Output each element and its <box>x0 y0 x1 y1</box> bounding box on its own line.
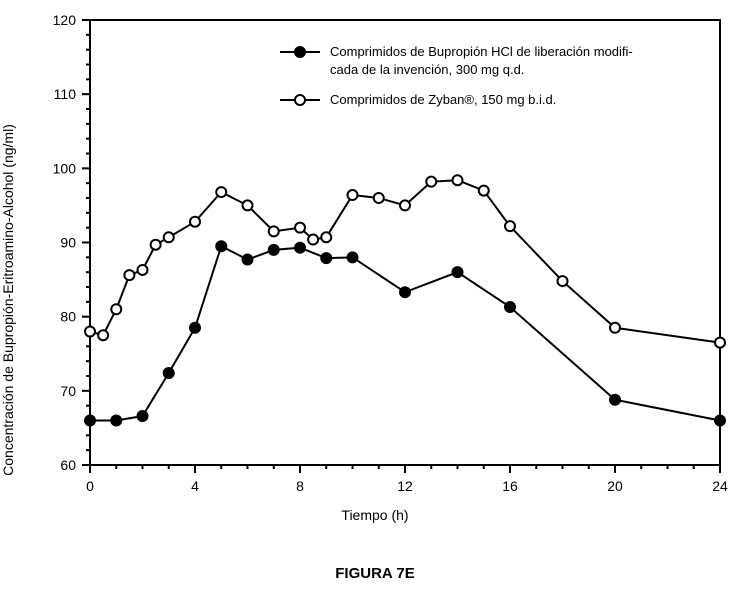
marker-zyban <box>98 330 108 340</box>
marker-zyban <box>111 304 121 314</box>
marker-invencion <box>610 395 620 405</box>
marker-invencion <box>453 267 463 277</box>
marker-zyban <box>295 223 305 233</box>
x-tick-label: 16 <box>502 478 518 494</box>
marker-zyban <box>453 175 463 185</box>
marker-zyban <box>138 265 148 275</box>
legend-marker-icon <box>295 95 305 105</box>
x-tick-label: 20 <box>607 478 623 494</box>
marker-zyban <box>558 276 568 286</box>
marker-zyban <box>505 221 515 231</box>
plot-border <box>90 20 720 465</box>
marker-zyban <box>243 200 253 210</box>
marker-zyban <box>216 187 226 197</box>
y-tick-label: 110 <box>54 86 77 102</box>
marker-invencion <box>111 416 121 426</box>
x-tick-label: 0 <box>86 478 94 494</box>
legend-label: Comprimidos de Bupropión HCl de liberaci… <box>330 44 633 59</box>
marker-zyban <box>610 323 620 333</box>
marker-invencion <box>85 416 95 426</box>
y-tick-label: 120 <box>53 12 77 28</box>
marker-invencion <box>243 255 253 265</box>
marker-invencion <box>164 368 174 378</box>
y-tick-label: 70 <box>60 383 76 399</box>
chart-container: 0 4 8 12 16 20 24 60 70 80 90 100 110 120 Comprimidos … <box>0 0 750 600</box>
x-tick-label: 8 <box>296 478 304 494</box>
marker-invencion <box>138 411 148 421</box>
marker-zyban <box>426 177 436 187</box>
marker-invencion <box>269 245 279 255</box>
x-tick-label: 24 <box>712 478 728 494</box>
x-tick-label: 12 <box>397 478 413 494</box>
y-tick-label: 100 <box>53 160 77 176</box>
marker-zyban <box>479 186 489 196</box>
marker-zyban <box>124 270 134 280</box>
marker-zyban <box>400 200 410 210</box>
marker-invencion <box>400 287 410 297</box>
x-axis-label: Tiempo (h) <box>341 507 408 523</box>
y-tick-label: 90 <box>60 235 76 251</box>
marker-zyban <box>374 193 384 203</box>
y-tick-label: 80 <box>60 309 76 325</box>
y-tick-label: 60 <box>60 457 76 473</box>
legend-label: cada de la invención, 300 mg q.d. <box>330 62 524 77</box>
marker-invencion <box>216 241 226 251</box>
marker-invencion <box>715 416 725 426</box>
marker-zyban <box>151 240 161 250</box>
marker-zyban <box>190 217 200 227</box>
x-tick-label: 4 <box>191 478 199 494</box>
marker-invencion <box>348 252 358 262</box>
marker-zyban <box>715 338 725 348</box>
legend-label: Comprimidos de Zyban®, 150 mg b.i.d. <box>330 92 556 107</box>
figure-caption: FIGURA 7E <box>335 565 414 582</box>
y-axis-label: Concentración de Bupropión-Eritroamino-A… <box>0 124 16 476</box>
marker-invencion <box>321 253 331 263</box>
legend-marker-icon <box>295 47 305 57</box>
marker-invencion <box>190 323 200 333</box>
marker-zyban <box>308 235 318 245</box>
marker-zyban <box>321 232 331 242</box>
series-line-invencion <box>90 246 720 420</box>
marker-zyban <box>348 190 358 200</box>
marker-invencion <box>295 243 305 253</box>
marker-invencion <box>505 302 515 312</box>
marker-zyban <box>85 327 95 337</box>
marker-zyban <box>269 226 279 236</box>
marker-zyban <box>164 232 174 242</box>
